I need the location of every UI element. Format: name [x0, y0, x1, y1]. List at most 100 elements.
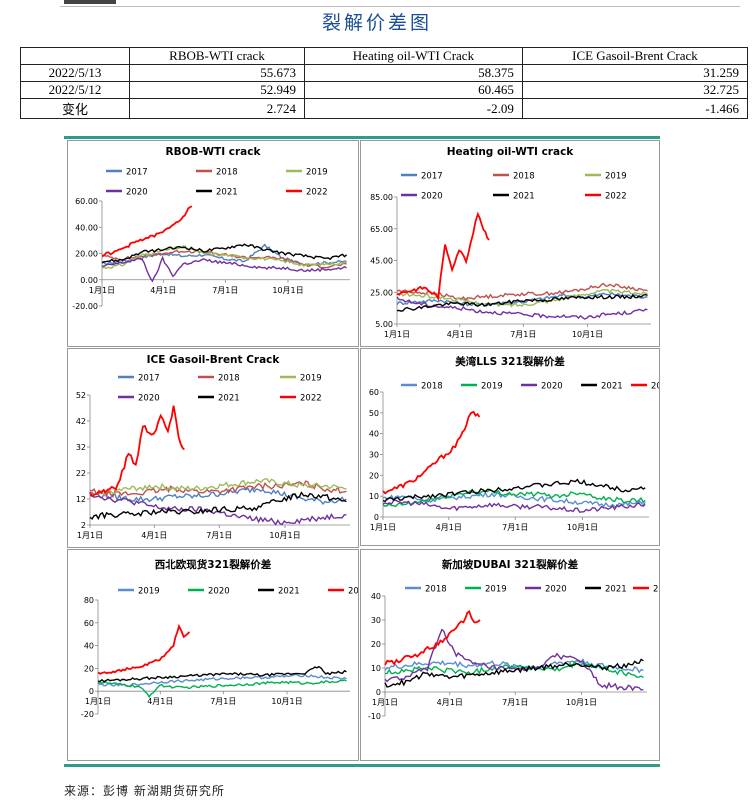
series-line-2020 — [382, 499, 646, 513]
series-line-2022 — [382, 410, 481, 495]
table-row: 2022/5/13 55.673 58.375 31.259 — [20, 64, 749, 82]
legend-label-2022: 2022 — [348, 587, 358, 597]
series-line-2017 — [89, 487, 347, 506]
y-tick-label: 65.00 — [370, 225, 393, 234]
y-tick-label: 20 — [371, 640, 381, 649]
y-tick-label: 40 — [371, 592, 381, 601]
y-tick-label: 5.00 — [375, 320, 393, 329]
series-line-2021 — [89, 491, 347, 521]
y-tick-label: 80 — [84, 596, 94, 605]
legend-label-2022: 2022 — [605, 192, 627, 202]
legend-label-2018: 2018 — [513, 172, 535, 182]
x-tick-label: 1月1日 — [85, 697, 111, 706]
x-tick-label: 4月1日 — [147, 697, 173, 706]
y-tick-label: 10 — [369, 492, 379, 501]
y-tick-label: 0 — [374, 513, 379, 522]
y-tick-label: 10 — [371, 664, 381, 673]
legend-label-2021: 2021 — [216, 188, 238, 198]
table-row: 2022/5/12 52.949 60.465 32.725 — [20, 81, 749, 99]
chart-title: ICE Gasoil-Brent Crack — [147, 354, 281, 366]
series-line-2020 — [384, 628, 644, 692]
y-tick-label: 0.00 — [80, 276, 98, 285]
chart-title: 美湾LLS 321裂解价差 — [455, 355, 565, 368]
chart-lls-321: 美湾LLS 321裂解价差 2018 2019 2020 2021 2022 60 50 40 3… — [360, 348, 660, 546]
x-tick-label: 7月1日 — [206, 531, 232, 540]
series-line-2021 — [384, 658, 644, 688]
y-tick-label: 0 — [89, 687, 94, 696]
legend-label-2022: 2022 — [653, 585, 659, 595]
table-row: 变化 2.724 -2.09 -1.466 — [20, 98, 749, 119]
series-line-2019 — [97, 673, 347, 687]
legend-label-2017: 2017 — [421, 172, 443, 182]
x-tick-label: 4月1日 — [437, 698, 463, 707]
x-tick-label: 10月1日 — [272, 286, 303, 295]
series-line-2017 — [396, 291, 648, 307]
chart-gasoil-brent: ICE Gasoil-Brent Crack 2017 2018 2019 2020 20… — [67, 348, 359, 548]
chart-svg: 西北欧现货321裂解价差 2019 2020 2021 2022 80 60 40 20 0 -20… — [81, 558, 358, 719]
x-tick-label: 1月1日 — [384, 330, 410, 339]
table-cell-rbob: 2.724 — [129, 98, 305, 119]
y-tick-label: 40 — [84, 642, 94, 651]
x-tick-label: 10月1日 — [567, 523, 598, 532]
series-line-2022 — [89, 405, 185, 498]
chart-svg: 新加坡DUBAI 321裂解价差 2018 2019 2020 2021 2022 40 30… — [368, 558, 659, 721]
table-cell-gasoil: 31.259 — [521, 64, 749, 82]
header-rule — [60, 6, 740, 7]
legend-label-2019: 2019 — [138, 587, 160, 597]
legend-label-2020: 2020 — [126, 188, 148, 198]
chart-svg: ICE Gasoil-Brent Crack 2017 2018 2019 2020 20… — [76, 354, 350, 540]
legend-label-2019: 2019 — [605, 172, 627, 182]
chart-heating-oil-wti: Heating oil-WTI crack 2017 2018 2019 2020 202… — [360, 140, 660, 347]
legend-label-2017: 2017 — [126, 168, 148, 178]
series-line-2019 — [101, 245, 347, 270]
legend-label-2018: 2018 — [218, 374, 240, 384]
series-line-2022 — [97, 623, 191, 675]
y-tick-label: 45.00 — [370, 257, 393, 266]
y-tick-label: 20.00 — [75, 250, 98, 259]
legend-label-2022: 2022 — [306, 188, 328, 198]
table-cell-heating: 58.375 — [304, 64, 523, 82]
series-line-2019 — [89, 478, 347, 498]
series-line-2019 — [382, 489, 646, 508]
y-tick-label: 20 — [84, 664, 94, 673]
y-tick-label: 32 — [76, 443, 86, 452]
series-line-2018 — [384, 657, 644, 674]
table-cell-gasoil: -1.466 — [521, 98, 749, 119]
legend-label-2020: 2020 — [541, 382, 563, 392]
y-tick-label: -20 — [81, 710, 94, 719]
y-tick-label: 2 — [81, 521, 86, 530]
series-line-2021 — [101, 243, 348, 264]
table-header-heating: Heating oil-WTI Crack — [304, 47, 523, 65]
table-header-gasoil: ICE Gasoil-Brent Crack — [521, 47, 749, 65]
table-header-row: RBOB-WTI crack Heating oil-WTI Crack ICE… — [20, 47, 749, 65]
series-line-2020 — [396, 296, 648, 320]
y-tick-label: 50 — [369, 409, 379, 418]
x-tick-label: 7月1日 — [502, 698, 528, 707]
table-cell-rbob: 52.949 — [129, 81, 305, 99]
y-tick-label: 25.00 — [370, 288, 393, 297]
x-tick-label: 7月1日 — [502, 523, 528, 532]
legend-label-2018: 2018 — [425, 585, 447, 595]
series-line-2020 — [97, 679, 347, 699]
legend-label-2021: 2021 — [513, 192, 535, 202]
legend-label-2019: 2019 — [485, 585, 507, 595]
x-tick-label: 1月1日 — [77, 531, 103, 540]
table-cell-heating: 60.465 — [304, 81, 523, 99]
y-tick-label: 60.00 — [75, 197, 98, 206]
chart-title: Heating oil-WTI crack — [447, 146, 575, 158]
table-cell-label: 变化 — [20, 98, 130, 119]
y-tick-label: 12 — [76, 495, 86, 504]
series-line-2018 — [101, 249, 347, 269]
y-tick-label: 30 — [369, 451, 379, 460]
series-line-2022 — [384, 609, 481, 666]
page-title: 裂解价差图 — [321, 12, 432, 34]
x-tick-label: 7月1日 — [212, 286, 238, 295]
legend-label-2018: 2018 — [216, 168, 238, 178]
y-tick-label: 40 — [369, 430, 379, 439]
series-line-2022 — [101, 205, 193, 257]
y-tick-label: 42 — [76, 417, 86, 426]
legend-label-2021: 2021 — [278, 587, 300, 597]
legend-label-2019: 2019 — [306, 168, 328, 178]
chart-title: RBOB-WTI crack — [166, 146, 262, 158]
x-tick-label: 4月1日 — [141, 531, 167, 540]
